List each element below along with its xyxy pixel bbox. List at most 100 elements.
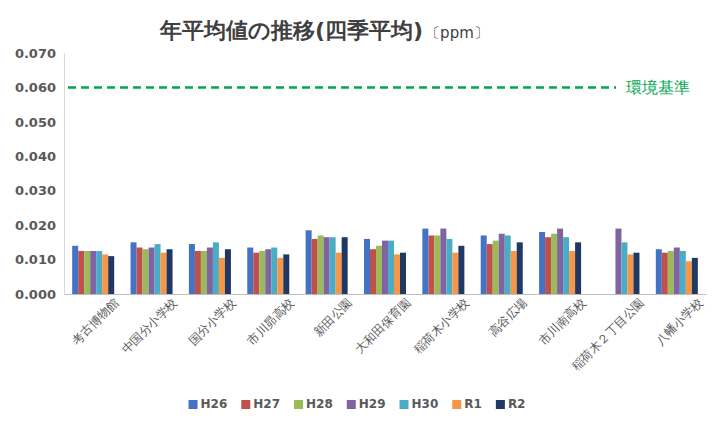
legend-item: R2	[496, 397, 526, 411]
x-tick-label: 稲荷木２丁目公園	[569, 295, 647, 373]
bar	[189, 244, 195, 294]
y-tick-label: 0.070	[15, 46, 56, 61]
bar-series	[72, 229, 662, 294]
chart: 年平均値の推移(四季平均)〔ppm〕0.0000.0100.0200.0300.…	[0, 0, 714, 426]
legend-swatch	[189, 400, 198, 409]
title: 年平均値の推移(四季平均)	[159, 18, 423, 43]
x-tick-label: 八幡小学校	[653, 295, 705, 347]
bar	[225, 249, 231, 294]
legend-swatch	[241, 400, 250, 409]
y-tick: 0.030	[15, 183, 64, 198]
bar	[108, 256, 114, 294]
legend-label: H26	[201, 397, 228, 411]
legend-swatch	[294, 400, 303, 409]
legend-label: H27	[253, 397, 280, 411]
bar	[621, 242, 627, 294]
y-tick: 0.050	[15, 115, 64, 130]
legend-item: H30	[400, 397, 439, 411]
bar	[452, 253, 458, 294]
bar	[259, 251, 265, 294]
bar	[428, 235, 434, 294]
bar-series	[102, 251, 692, 294]
y-tick-label: 0.000	[15, 287, 56, 302]
x-tick: 大和田保育園	[353, 294, 414, 356]
x-tick: 稲荷木小学校	[411, 294, 472, 356]
bar	[96, 251, 102, 294]
x-tick-label: 高谷広場	[486, 295, 530, 339]
legend-swatch	[496, 400, 505, 409]
bar	[394, 254, 400, 294]
bar	[149, 248, 155, 294]
bar	[633, 253, 639, 294]
y-tick: 0.040	[15, 149, 64, 164]
x-axis-line	[65, 294, 707, 295]
bar	[102, 254, 108, 294]
bar	[271, 248, 277, 294]
bar	[505, 235, 511, 294]
bar	[680, 251, 686, 294]
x-axis: 考古博物館中国分小学校国分小学校市川昴高校新田公園大和田保育園稲荷木小学校高谷広…	[65, 294, 707, 373]
bar	[219, 258, 225, 294]
bar	[72, 246, 78, 294]
bar	[511, 251, 517, 294]
bar	[342, 237, 348, 294]
bar-series	[108, 237, 698, 294]
x-tick-label: 稲荷木小学校	[411, 295, 472, 356]
bar	[277, 258, 283, 294]
bar	[440, 229, 446, 294]
bar	[545, 237, 551, 294]
legend-label: R1	[464, 397, 482, 411]
bar	[78, 251, 84, 294]
y-tick-label: 0.050	[15, 115, 56, 130]
bar-series	[84, 234, 674, 294]
y-tick: 0.070	[15, 46, 64, 61]
bar	[458, 246, 464, 294]
x-tick: 八幡小学校	[653, 294, 705, 348]
bar-series	[78, 235, 668, 294]
legend-item: R1	[452, 397, 482, 411]
bar	[137, 248, 143, 294]
bar	[662, 253, 668, 294]
bar	[422, 229, 428, 294]
x-tick-label: 市川南高校	[536, 295, 588, 347]
bar	[84, 251, 90, 294]
legend-item: H29	[347, 397, 386, 411]
x-tick: 市川昴高校	[244, 294, 296, 348]
bar	[318, 235, 324, 294]
reference-line	[68, 86, 616, 89]
y-tick: 0.060	[15, 80, 64, 95]
y-tick-label: 0.010	[15, 252, 56, 267]
bar	[306, 230, 312, 294]
bar	[692, 258, 698, 294]
bar	[370, 249, 376, 294]
bar	[434, 235, 440, 294]
bar	[324, 237, 330, 294]
x-tick-label: 大和田保育園	[353, 295, 414, 356]
legend-label: H28	[306, 397, 333, 411]
bar	[446, 239, 452, 294]
bar	[517, 242, 523, 294]
bar	[131, 242, 137, 294]
x-tick: 考古博物館	[69, 294, 121, 348]
bar	[656, 249, 662, 294]
bar	[686, 261, 692, 294]
bar	[551, 234, 557, 294]
bar	[627, 254, 633, 294]
legend-swatch	[347, 400, 356, 409]
legend-item: H28	[294, 397, 333, 411]
y-tick: 0.020	[15, 218, 64, 233]
bar	[336, 253, 342, 294]
bar	[90, 251, 96, 294]
bar	[312, 239, 318, 294]
x-tick: 稲荷木２丁目公園	[569, 294, 647, 373]
bar	[487, 244, 493, 294]
legend-swatch	[452, 400, 461, 409]
bar	[247, 248, 253, 294]
bar	[364, 239, 370, 294]
x-tick-label: 国分小学校	[186, 295, 238, 347]
bar	[539, 232, 545, 294]
legend-item: H26	[189, 397, 228, 411]
bar	[388, 241, 394, 294]
x-tick-label: 市川昴高校	[244, 295, 296, 347]
bar	[207, 248, 213, 294]
